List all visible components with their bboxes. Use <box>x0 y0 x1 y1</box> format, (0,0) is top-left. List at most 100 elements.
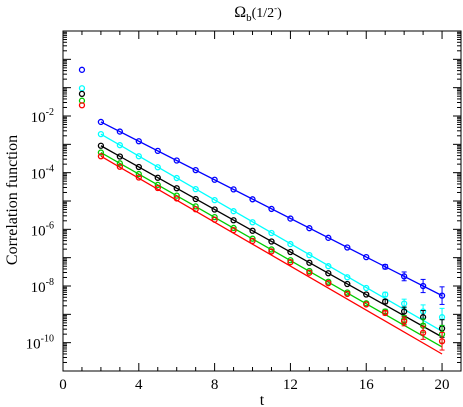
data-point <box>135 170 142 178</box>
data-point <box>268 248 275 255</box>
y-tick-exponent: -6 <box>46 220 54 231</box>
fit-line <box>100 121 443 297</box>
data-point <box>344 274 351 281</box>
data-point <box>211 206 218 213</box>
data-point <box>344 244 351 251</box>
x-tick-label: 16 <box>359 377 375 393</box>
data-point <box>173 157 180 164</box>
fit-lines <box>100 121 443 355</box>
y-tick-exponent: -2 <box>46 107 54 118</box>
y-axis-label: Correlation function <box>4 135 21 265</box>
data-point <box>287 215 294 222</box>
data-point <box>400 300 408 307</box>
data-point <box>249 237 256 245</box>
data-point <box>116 128 124 135</box>
data-point <box>363 301 370 308</box>
data-point <box>116 153 124 160</box>
fit-line <box>100 155 443 355</box>
data-point <box>306 251 313 259</box>
data-point <box>78 85 86 92</box>
data-point <box>382 291 389 298</box>
data-point <box>230 208 237 215</box>
data-point <box>419 329 427 336</box>
y-tick-exponent: -10 <box>41 334 54 345</box>
data-point <box>287 259 294 266</box>
data-point <box>135 153 142 160</box>
data-point <box>97 118 105 126</box>
data-point <box>78 90 86 98</box>
x-tick-label: 12 <box>283 377 298 393</box>
data-point <box>268 246 275 253</box>
x-axis-ticks: 0 4 8 12 16 20 <box>59 31 462 393</box>
title-paren-close: ) <box>277 6 282 21</box>
data-point <box>363 253 370 261</box>
data-point <box>363 291 370 298</box>
data-point <box>135 174 142 181</box>
y-tick-label: 10-6 <box>31 220 54 239</box>
data-point <box>287 257 294 264</box>
y-tick-label: 10-8 <box>31 277 54 296</box>
y-axis-ticks: 10-210-410-610-810-10 <box>26 31 461 372</box>
data-point <box>363 284 370 292</box>
x-axis-label: t <box>260 392 265 407</box>
data-point <box>135 138 142 145</box>
data-point <box>97 153 105 160</box>
data-point <box>268 205 275 213</box>
data-points <box>78 66 446 351</box>
data-point <box>78 66 86 73</box>
data-point <box>154 184 161 192</box>
data-point <box>154 174 161 181</box>
data-point <box>400 273 408 280</box>
svg-text:Ωb(1/2-): Ωb(1/2-) <box>234 3 282 24</box>
title-paren-open: (1/2 <box>252 6 275 21</box>
data-point <box>211 196 218 204</box>
y-tick-base: 10 <box>31 167 46 183</box>
data-point <box>382 263 389 270</box>
x-tick-label: 20 <box>435 377 450 393</box>
data-point <box>325 270 332 277</box>
data-point <box>344 290 351 298</box>
title-sup: - <box>274 3 277 13</box>
data-point <box>154 181 161 189</box>
data-point <box>287 240 294 248</box>
data-point <box>230 186 237 193</box>
data-point <box>116 142 124 149</box>
data-point <box>154 164 161 171</box>
fit-line <box>100 145 443 338</box>
data-point <box>192 203 199 210</box>
data-point <box>192 195 199 203</box>
data-point <box>249 235 256 242</box>
data-point <box>268 229 275 237</box>
data-point <box>344 280 351 288</box>
data-point <box>325 280 332 287</box>
data-point <box>173 185 180 192</box>
data-point <box>135 163 142 171</box>
data-point <box>249 227 256 234</box>
data-point <box>325 263 332 270</box>
fit-line <box>100 151 443 348</box>
chart-title: Ωb(1/2-) <box>234 3 282 24</box>
data-point <box>438 338 446 345</box>
title-sub: b <box>246 12 252 24</box>
data-point <box>230 217 237 224</box>
data-point <box>211 216 218 223</box>
y-tick-label: 10-10 <box>26 334 54 353</box>
data-point <box>116 163 124 170</box>
data-point <box>116 160 124 167</box>
data-point <box>306 225 313 232</box>
data-point <box>268 238 275 245</box>
y-tick-label: 10-2 <box>31 107 54 126</box>
data-point <box>173 195 180 202</box>
data-point <box>192 206 199 213</box>
data-point <box>249 196 256 203</box>
data-point <box>400 318 408 325</box>
data-point <box>154 147 161 155</box>
data-point <box>249 219 256 226</box>
data-point <box>382 309 389 317</box>
x-tick-label: 4 <box>135 377 143 393</box>
y-tick-base: 10 <box>31 110 46 126</box>
data-point <box>78 102 86 109</box>
x-tick-label: 8 <box>211 377 219 393</box>
data-point <box>211 176 218 183</box>
